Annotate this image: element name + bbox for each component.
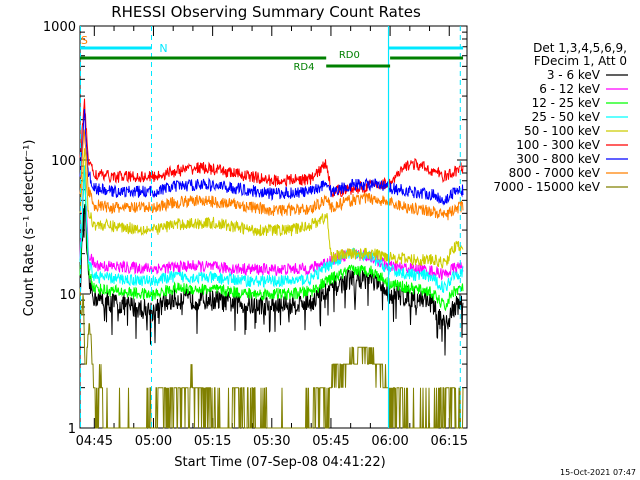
legend-label: 50 - 100 keV [524,124,601,138]
legend-label: 100 - 300 keV [516,138,600,152]
y-tick-label: 1000 [43,20,76,35]
y-tick-label: 1 [68,422,76,437]
series-line [79,288,464,429]
x-tick-label: 05:00 [135,434,172,449]
rd0-flag-label: RD0 [339,50,360,61]
rd4-flag-label: RD4 [293,62,314,73]
legend-label: 3 - 6 keV [547,68,601,82]
chart-title: RHESSI Observing Summary Count Rates [111,3,421,21]
series-line [79,168,464,312]
legend-header-line1: Det 1,3,4,5,6,9, [533,41,627,55]
series-line [79,98,464,198]
footer-date: 15-Oct-2021 07:47 [560,468,636,477]
x-tick-label: 05:30 [253,434,290,449]
series-line [79,129,464,221]
legend-label: 25 - 50 keV [532,110,601,124]
series-line [79,169,464,281]
x-tick-label: 06:15 [431,434,468,449]
legend-label: 7000 - 15000 keV [493,180,600,194]
y-tick-label: 10 [59,288,76,303]
x-axis-label: Start Time (07-Sep-08 04:41:22) [174,455,385,470]
plot-area: 1 10 100 1000 04:45 05:00 05:15 05:30 05:45 06:00… [43,20,468,449]
legend-label: 12 - 25 keV [532,96,601,110]
night-flag-label: N [159,42,167,55]
legend-label: 6 - 12 keV [539,82,601,96]
legend-label: 800 - 7000 keV [509,166,601,180]
series-line [79,108,464,206]
x-tick-label: 05:15 [194,434,231,449]
series-line [79,148,464,269]
x-tick-label: 05:45 [312,434,349,449]
x-tick-label: 06:00 [371,434,408,449]
y-axis-label: Count Rate (s⁻¹ detector⁻¹) [22,140,37,317]
series-line [79,165,464,293]
legend-header-line2: FDecim 1, Att 0 [534,54,627,68]
series-line [79,203,464,356]
x-tick-label: 04:45 [76,434,113,449]
s-flag-label: S [81,34,88,47]
y-tick-label: 100 [51,154,76,169]
legend-label: 300 - 800 keV [516,152,600,166]
